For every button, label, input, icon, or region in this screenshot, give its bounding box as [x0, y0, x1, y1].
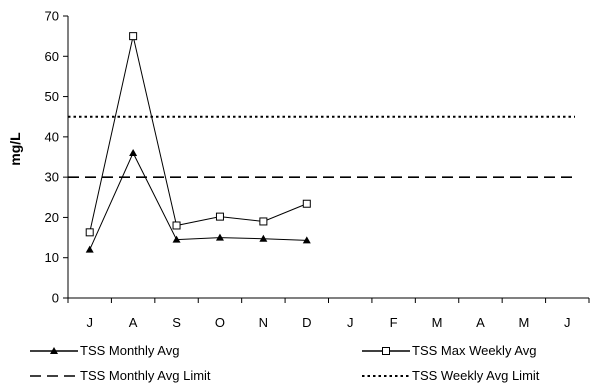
- y-tick-label: 70: [45, 9, 59, 24]
- data-point-square: [215, 212, 224, 221]
- x-tick-label: M: [432, 315, 443, 330]
- series-1: [85, 32, 311, 237]
- x-tick-label: F: [390, 315, 398, 330]
- x-tick-label: D: [302, 315, 311, 330]
- x-tick-label: J: [347, 315, 354, 330]
- legend-label: TSS Monthly Avg: [80, 343, 179, 358]
- series-0: [85, 148, 311, 253]
- data-point-square: [259, 217, 268, 226]
- y-axis-ticks: 0 10 20 30 40 50 60 70: [45, 9, 68, 306]
- data-point-square: [129, 32, 138, 41]
- x-tick-label: A: [129, 315, 138, 330]
- data-point-square: [302, 199, 311, 208]
- x-tick-label: N: [259, 315, 268, 330]
- x-tick-label: J: [86, 315, 93, 330]
- y-axis-label: mg/L: [7, 132, 23, 166]
- data-point-triangle: [259, 234, 268, 242]
- data-point-triangle: [172, 235, 181, 243]
- data-point-square: [85, 228, 94, 237]
- y-tick-label: 40: [45, 129, 59, 144]
- chart-legend: TSS Monthly Avg TSS Max Weekly Avg TSS Mon…: [30, 343, 540, 383]
- legend-item: TSS Monthly Avg: [30, 343, 179, 358]
- y-tick-label: 10: [45, 250, 59, 265]
- legend-label: TSS Max Weekly Avg: [412, 343, 537, 358]
- x-tick-label: S: [172, 315, 181, 330]
- legend-item: TSS Monthly Avg Limit: [30, 368, 211, 383]
- y-tick-label: 20: [45, 210, 59, 225]
- series-line: [89, 36, 307, 233]
- legend-item: TSS Max Weekly Avg: [362, 343, 537, 358]
- y-tick-label: 0: [52, 291, 59, 306]
- data-point-triangle: [50, 347, 58, 354]
- legend-item: TSS Weekly Avg Limit: [362, 368, 540, 383]
- data-point-triangle: [215, 233, 224, 241]
- chart-series: [68, 32, 575, 253]
- chart-axes: [67, 16, 589, 299]
- data-point-triangle: [129, 148, 138, 156]
- data-point-square: [172, 221, 181, 230]
- legend-label: TSS Weekly Avg Limit: [412, 368, 540, 383]
- y-tick-label: 60: [45, 49, 59, 64]
- x-tick-label: A: [476, 315, 485, 330]
- data-point-triangle: [302, 236, 311, 244]
- data-point-square: [382, 347, 390, 355]
- x-tick-label: O: [215, 315, 225, 330]
- y-tick-label: 30: [45, 170, 59, 185]
- x-tick-label: J: [564, 315, 571, 330]
- y-tick-label: 50: [45, 89, 59, 104]
- series-line: [89, 151, 307, 250]
- data-point-triangle: [85, 245, 94, 253]
- legend-label: TSS Monthly Avg Limit: [80, 368, 211, 383]
- x-tick-label: M: [518, 315, 529, 330]
